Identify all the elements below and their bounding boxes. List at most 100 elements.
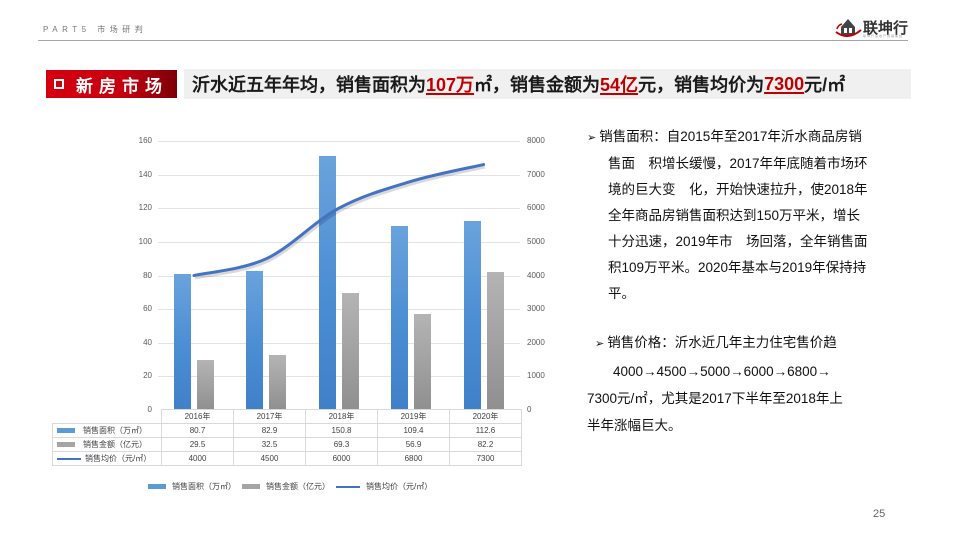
left-axis-tick: 140 [138, 169, 152, 179]
bullet-line: ➢ 销售面积：自2015年至2017年沂水商品房销 [587, 129, 862, 144]
bullet-line: 积109万平米。2020年基本与2019年保持持 [608, 260, 867, 275]
right-axis-tick: 5000 [527, 236, 545, 246]
logo-name: 联坤行 [863, 20, 909, 37]
blue-bar-swatch-icon [57, 428, 75, 434]
price-line [192, 163, 486, 280]
table-cell: 82.9 [233, 423, 306, 438]
badge-label: 新房市场 [76, 76, 168, 96]
gridline [158, 376, 520, 378]
gridline [158, 342, 520, 344]
bullet-line: 售面 积增长缓慢，2017年年底随着市场环 [608, 156, 868, 171]
table-cell: 6000 [305, 451, 378, 466]
table-cell: 7300 [449, 451, 522, 466]
house-logo-icon [835, 19, 862, 37]
headline: 沂水近五年年均，销售面积为 107万 ㎡，销售金额为 54亿 元，销售均价为 7… [184, 69, 911, 99]
bar-sales-amount [197, 360, 214, 410]
page-number: 25 [873, 508, 886, 520]
blue-bar-swatch-icon [148, 484, 166, 489]
bullet-line: 十分迅速，2019年市 场回落，全年销售面 [608, 234, 868, 249]
line-swatch-icon [57, 457, 81, 460]
analysis-text: ➢ 销售面积：自2015年至2017年沂水商品房销售面 积增长缓慢，2017年年… [587, 124, 917, 439]
bullet-line: ➢ 销售价格：沂水近几年主力住宅售价趋 [595, 335, 837, 350]
table-year-header: 2017年 [233, 409, 306, 424]
headline-part: 元，销售均价为 [638, 75, 765, 95]
gray-bar-swatch-icon [242, 484, 260, 489]
bullet-line: 4000→4500→5000→6000→6800→ [613, 364, 831, 379]
bar-sales-amount [486, 271, 504, 410]
legend-item-area: 销售面积（万㎡） [148, 481, 236, 492]
table-row: 销售金额（亿元） 29.5 32.5 69.3 56.9 82.2 [52, 437, 522, 452]
gridline [158, 174, 520, 176]
gray-bar-swatch-icon [57, 442, 75, 448]
bar-sales-amount [341, 293, 359, 410]
gridline [158, 141, 520, 142]
table-cell: 69.3 [305, 437, 378, 452]
table-row: 销售面积（万㎡） 80.7 82.9 150.8 109.4 112.6 [52, 423, 522, 438]
right-axis-tick: 7000 [527, 169, 545, 179]
bar-sales-area [391, 226, 409, 410]
legend-item-amount: 销售金额（亿元） [242, 481, 330, 492]
table-cell: 150.8 [305, 423, 378, 438]
headline-part: 元/㎡ [804, 75, 846, 95]
line-swatch-icon [336, 485, 360, 488]
right-axis-tick: 8000 [527, 136, 545, 145]
gridline [158, 241, 520, 243]
table-row: 销售均价（元/㎡） 4000 4500 6000 6800 7300 [52, 451, 522, 466]
left-axis-tick: 80 [143, 270, 152, 280]
left-axis-tick: 60 [143, 304, 152, 314]
combo-chart: 0 0 20 1000 40 2000 60 3000 80 4000 100 5000 120 6000… [138, 136, 545, 414]
arrow-bullet-icon: ➢ [595, 338, 608, 350]
legend-label: 销售面积（万㎡） [172, 482, 236, 491]
bullet-line: 半年涨幅巨大。 [587, 418, 682, 433]
gridline [158, 309, 520, 311]
bullet-line: 7300元/㎡，尤其是2017下半年至2018年上 [587, 391, 843, 406]
legend-item-price: 销售均价（元/㎡） [336, 481, 432, 492]
table-cell: 80.7 [161, 423, 234, 438]
headline-highlight-price: 7300 [764, 73, 805, 94]
gridline [158, 275, 520, 277]
legend-label: 销售金额（亿元） [266, 482, 330, 491]
bar-sales-area [463, 220, 481, 410]
bullet-sales-area: ➢ 销售面积：自2015年至2017年沂水商品房销售面 积增长缓慢，2017年年… [587, 124, 917, 307]
bullet-line: 境的巨大变 化，开始快速拉升，使2018年 [608, 182, 868, 197]
table-cell: 29.5 [161, 437, 234, 452]
table-year-header: 2016年 [161, 409, 234, 424]
company-logo: 联坤行 联坤行房地产营销策划 [833, 15, 913, 39]
square-bullet-icon [54, 79, 64, 89]
table-cell: 4000 [161, 451, 234, 466]
table-cell: 82.2 [449, 437, 522, 452]
left-axis-tick: 160 [138, 136, 152, 145]
headline-part: ㎡，销售金额为 [474, 75, 601, 95]
bullet-sales-price: ➢ 销售价格：沂水近几年主力住宅售价趋 4000→4500→5000→6000→6… [587, 329, 917, 439]
chart-data-table: 2016年 2017年 2018年 2019年 2020年 销售面积（万㎡） 80.7 82.… [52, 409, 522, 466]
right-axis-tick: 4000 [527, 270, 545, 280]
section-label: PART5 市场研判 [43, 25, 148, 34]
arrow-bullet-icon: ➢ [587, 132, 600, 144]
left-axis-tick: 20 [143, 371, 152, 381]
bar-sales-area [246, 270, 264, 410]
bullet-line: 平。 [608, 286, 635, 301]
table-cell: 56.9 [377, 437, 450, 452]
table-cell: 4500 [233, 451, 306, 466]
headline-part: 沂水近五年年均，销售面积为 [192, 75, 426, 95]
bar-sales-area [174, 274, 191, 410]
right-axis-tick: 1000 [527, 371, 545, 381]
table-cell: 32.5 [233, 437, 306, 452]
left-axis-tick: 120 [138, 203, 152, 213]
legend-label: 销售均价（元/㎡） [366, 482, 433, 491]
right-axis-tick: 0 [527, 405, 532, 414]
chart-legend: 销售面积（万㎡） 销售金额（亿元） 销售均价（元/㎡） [148, 481, 432, 492]
bullet-line: 全年商品房销售面积达到150万平米，增长 [608, 208, 861, 223]
table-cell: 112.6 [449, 423, 522, 438]
table-year-header: 2019年 [377, 409, 450, 424]
right-axis-tick: 2000 [527, 337, 545, 347]
table-cell: 109.4 [377, 423, 450, 438]
left-axis-tick: 100 [138, 236, 152, 246]
headline-highlight-amount: 54亿 [600, 75, 639, 95]
bar-sales-amount [269, 355, 287, 410]
table-year-header: 2018年 [305, 409, 378, 424]
section-badge: 新房市场 [46, 70, 177, 98]
right-axis-tick: 3000 [527, 304, 545, 314]
header-divider [38, 40, 908, 41]
headline-highlight-area: 107万 [426, 75, 475, 95]
